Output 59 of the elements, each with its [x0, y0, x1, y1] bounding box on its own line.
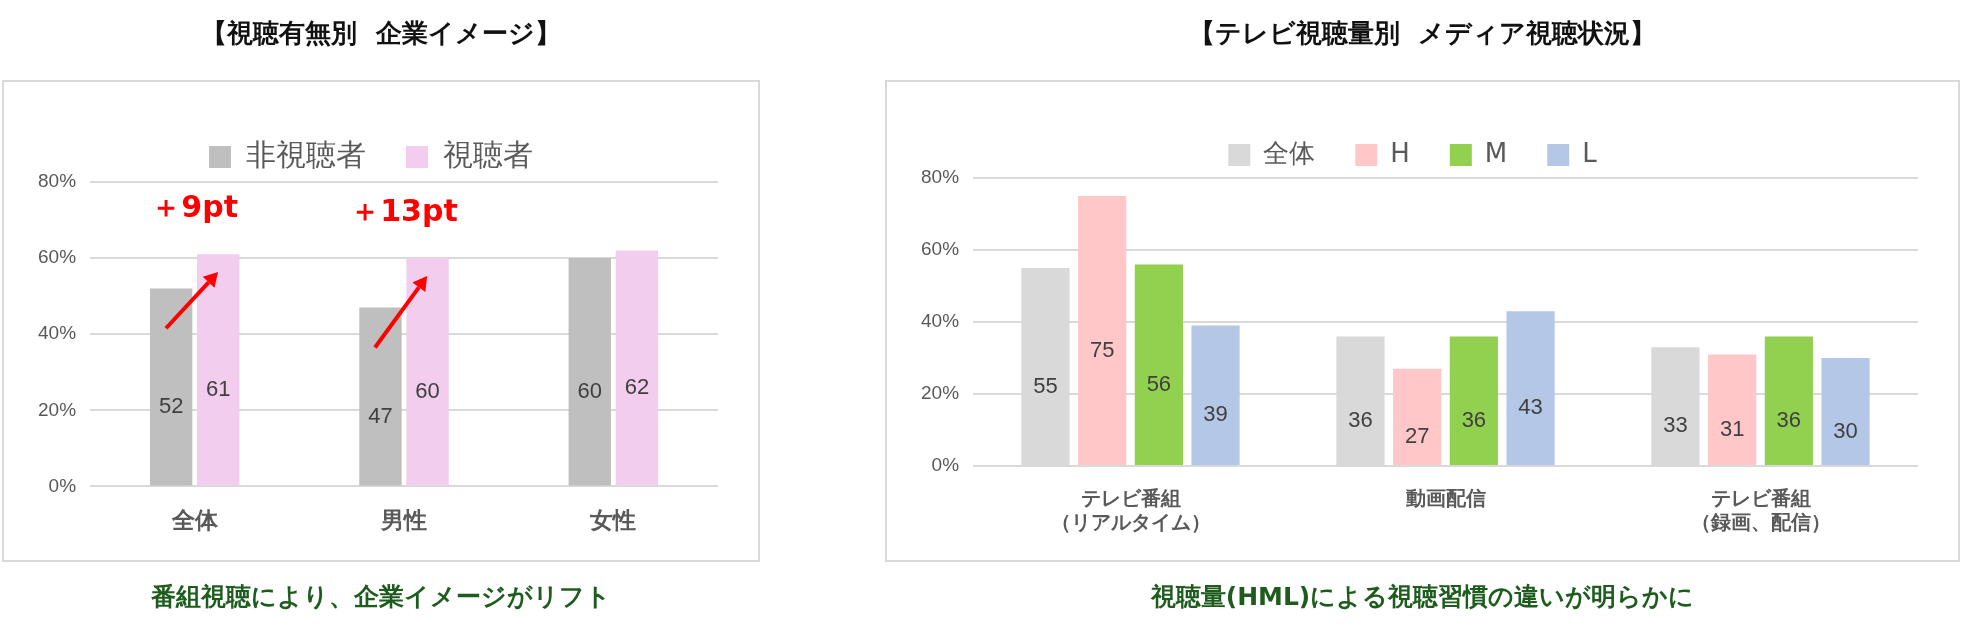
y-tick-label: 40% [38, 322, 77, 344]
text: 番組視聴により、企業イメージがリフト [150, 581, 612, 613]
legend-label: 視聴者 [443, 136, 533, 172]
bar [1393, 368, 1442, 465]
data-label: 31 [1719, 415, 1745, 441]
data-label: 56 [1146, 370, 1172, 396]
data-label: 52 [158, 393, 184, 419]
data-label: 47 [368, 402, 393, 428]
data-label: 75 [1089, 336, 1115, 362]
bar [1506, 311, 1555, 465]
legend-label: L [1582, 137, 1598, 168]
data-label: 36 [1348, 406, 1373, 432]
legend-label: M [1484, 137, 1508, 168]
bar [1078, 196, 1127, 465]
legend-label: 全体 [1263, 137, 1316, 168]
y-tick-label: 0% [48, 474, 77, 496]
data-label: 62 [624, 374, 650, 400]
data-label: 43 [1518, 394, 1543, 420]
annotation: ＋13pt [350, 192, 458, 228]
bar [1821, 358, 1870, 465]
data-label: 30 [1833, 417, 1858, 443]
y-tick-label: 60% [38, 246, 77, 268]
y-tick-label: 40% [921, 310, 960, 332]
y-tick-label: 60% [921, 238, 960, 260]
data-label: 60 [415, 377, 440, 403]
x-tick-label: 全体 [170, 507, 219, 534]
legend-label: H [1390, 137, 1410, 168]
bar [197, 254, 240, 486]
data-label: 27 [1404, 422, 1430, 448]
x-tick-label: 動画配信 [1404, 486, 1486, 511]
x-tick-label: テレビ番組（リアルタイム） [1050, 486, 1211, 535]
x-tick-label: 男性 [380, 507, 428, 534]
x-tick-label: テレビ番組（録画、配信） [1690, 486, 1831, 535]
x-tick-label: 女性 [589, 507, 637, 534]
bar [1134, 264, 1183, 465]
bar [1449, 336, 1498, 465]
chart-title: 【テレビ視聴量別 メディア視聴状況】 [1187, 17, 1658, 50]
data-label: 36 [1776, 406, 1802, 432]
bar [615, 250, 659, 486]
annotation: ＋9pt [151, 189, 239, 225]
chart-title: 【視聴有無別 企業イメージ】 [200, 17, 562, 50]
y-tick-label: 20% [38, 398, 77, 420]
data-label: 55 [1033, 372, 1058, 398]
data-label: 33 [1663, 412, 1688, 438]
bar [1191, 325, 1240, 465]
bar [1764, 336, 1813, 465]
legend-label: 非視聴者 [246, 136, 366, 172]
bar [1708, 354, 1757, 465]
bar [406, 258, 449, 486]
y-tick-label: 80% [921, 166, 960, 188]
bar [568, 258, 611, 486]
data-label: 60 [577, 377, 603, 403]
y-tick-label: 20% [921, 382, 960, 404]
y-tick-label: 80% [38, 170, 77, 192]
data-label: 39 [1203, 401, 1228, 427]
y-tick-label: 0% [931, 454, 960, 476]
data-label: 61 [206, 375, 231, 401]
data-label: 36 [1461, 406, 1487, 432]
text: 視聴量(HML)による視聴習慣の違いが明らかに [1149, 581, 1696, 613]
